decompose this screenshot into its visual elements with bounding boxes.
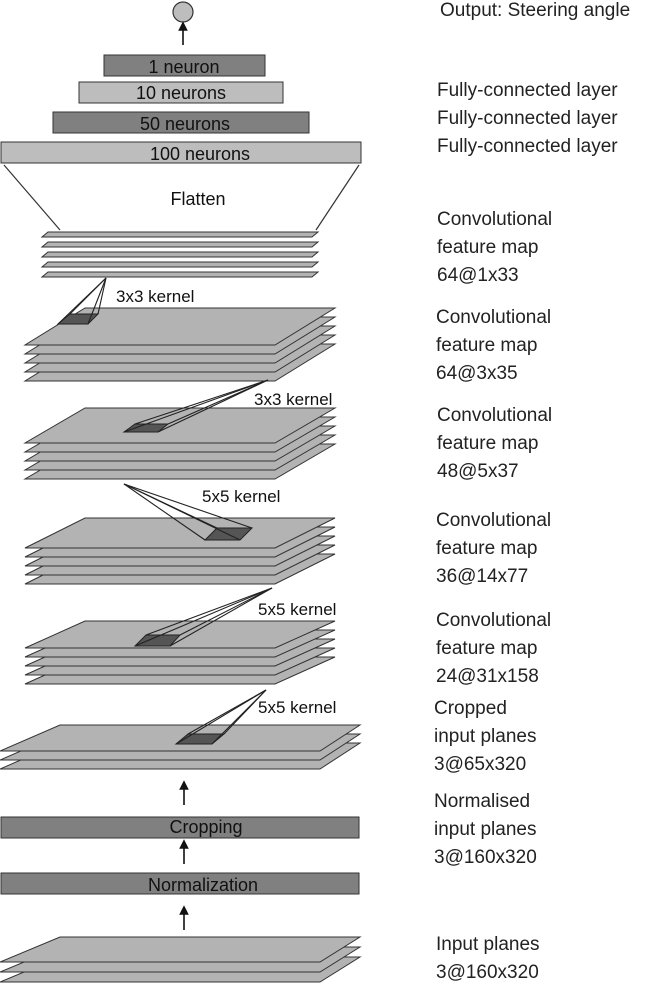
kernel-label-3: 5x5 kernel <box>202 487 280 506</box>
flatten-line-right <box>315 164 360 231</box>
kernel-rays-2 <box>123 379 269 433</box>
dense-label-50: Fully-connected layer <box>437 108 618 129</box>
conv-label-2-line-2: feature map <box>436 335 537 356</box>
conv-stack-24x31x158 <box>24 620 336 685</box>
flatten-name: Flatten <box>170 189 225 209</box>
kernel-rays-3 <box>123 483 253 541</box>
conv-label-3-line-1: Convolutional <box>437 405 552 426</box>
kernel-label-2: 3x3 kernel <box>254 390 332 409</box>
flatten-line-left <box>3 164 61 231</box>
cropped-planes-stack <box>0 724 362 770</box>
dense-block-10-name: 10 neurons <box>136 83 226 103</box>
conv-label-3-line-2: feature map <box>437 433 538 454</box>
normalization-block <box>0 872 360 895</box>
normalised-label-line-3: 3@160x320 <box>434 847 537 868</box>
kernel-rays-1 <box>57 277 107 325</box>
conv-label-2-line-1: Convolutional <box>436 307 551 328</box>
conv-label-1-line-2: feature map <box>437 237 538 258</box>
conv-label-1-line-3: 64@1x33 <box>437 265 519 286</box>
cropping-name: Cropping <box>169 817 242 837</box>
conv-label-1-line-1: Convolutional <box>437 209 552 230</box>
kernel-label-4: 5x5 kernel <box>258 600 336 619</box>
dense-block-50-name: 50 neurons <box>140 114 230 134</box>
dense-block-1-name: 1 neuron <box>148 57 219 77</box>
input-planes-stack <box>0 936 362 983</box>
kernel-label-1: 3x3 kernel <box>116 287 194 306</box>
dense-block-100 <box>0 141 362 164</box>
kernel-label-5: 5x5 kernel <box>258 698 336 717</box>
conv-label-4-line-3: 36@14x77 <box>436 566 528 587</box>
output-label: Output: Steering angle <box>440 0 630 21</box>
conv-label-2-line-3: 64@3x35 <box>436 363 518 384</box>
input-label-line-2: 3@160x320 <box>436 962 539 983</box>
cropped-label-line-3: 3@65x320 <box>434 754 526 775</box>
conv-stack-64x1x33 <box>40 231 320 278</box>
dense-label-100: Fully-connected layer <box>437 136 618 157</box>
conv-label-5-line-1: Convolutional <box>436 610 551 631</box>
input-label-line-1: Input planes <box>436 934 540 955</box>
dense-block-100-name: 100 neurons <box>150 144 250 164</box>
kernel-rays-4 <box>134 587 273 647</box>
conv-label-3-line-3: 48@5x37 <box>437 461 519 482</box>
cropping-block <box>0 816 360 839</box>
normalization-name: Normalization <box>148 875 258 895</box>
normalised-label-line-1: Normalised <box>434 791 530 812</box>
conv-stack-36x14x77 <box>24 517 336 585</box>
dense-block-10 <box>78 81 284 104</box>
conv-label-5-line-3: 24@31x158 <box>436 666 539 687</box>
conv-stack-48x5x37 <box>23 407 337 480</box>
dense-block-1 <box>103 54 266 77</box>
dense-label-10: Fully-connected layer <box>437 80 618 101</box>
cropped-label-line-2: input planes <box>434 726 536 747</box>
kernel-rays-5 <box>175 689 267 745</box>
normalised-label-line-2: input planes <box>434 819 536 840</box>
dense-block-50 <box>52 111 310 134</box>
conv-label-4-line-2: feature map <box>436 538 537 559</box>
output-node <box>172 1 194 23</box>
conv-label-4-line-1: Convolutional <box>436 510 551 531</box>
cropped-label-line-1: Cropped <box>434 698 507 719</box>
conv-stack-64x3x35 <box>23 307 337 382</box>
conv-label-5-line-2: feature map <box>436 638 537 659</box>
